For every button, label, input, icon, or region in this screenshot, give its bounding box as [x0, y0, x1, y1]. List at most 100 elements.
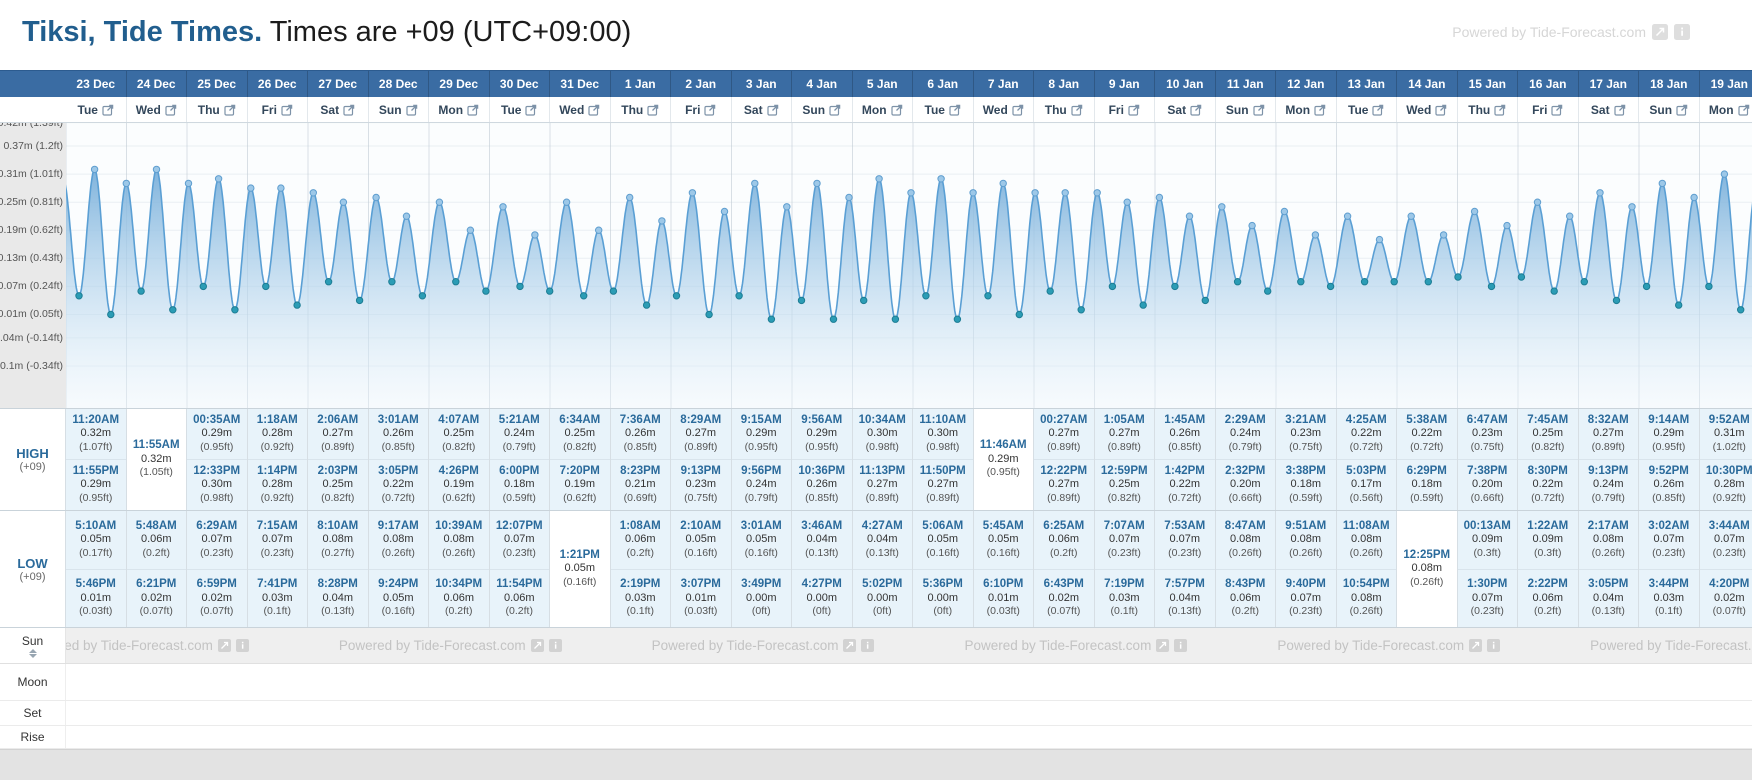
low-tide-marker [293, 301, 301, 309]
tide-time: 6:43PM [1043, 578, 1084, 590]
low-tide-entry: 7:53AM 0.07m (0.23ft) [1155, 511, 1215, 569]
high-tide-day-column: 5:38AM 0.22m (0.72ft) 6:29PM 0.18m (0.59ft) [1397, 409, 1458, 510]
high-tide-day-column: 5:21AM 0.24m (0.79ft) 6:00PM 0.18m (0.59ft) [489, 409, 550, 510]
day-expand-button[interactable]: Sat [732, 97, 792, 122]
tide-height-m: 0.05m [382, 591, 414, 604]
tide-height-m: 0.27m [866, 478, 898, 491]
high-tide-entry: 9:13PM 0.24m (0.79ft) [1578, 459, 1638, 510]
watermark-expand-icon[interactable] [843, 639, 857, 652]
day-expand-button[interactable]: Thu [1458, 97, 1518, 122]
watermark-band: Powered by Tide-Forecast.com Powered by T… [66, 628, 1752, 663]
tide-time: 2:19PM [620, 578, 661, 590]
watermark-expand-icon[interactable] [1156, 639, 1170, 652]
tide-height-m: 0.25m [322, 478, 354, 491]
high-tide-section: HIGH (+09) 11:20AM 0.32m (1.07ft) 11:55PM 0.… [0, 408, 1752, 511]
day-expand-button[interactable]: Wed [1397, 97, 1458, 122]
high-tide-marker [466, 226, 475, 234]
tide-time: 7:38PM [1467, 464, 1508, 477]
tide-height-ft: (0.82ft) [1107, 491, 1141, 504]
day-expand-button[interactable]: Wed [127, 97, 187, 122]
tide-height-m: 0.06m [1229, 591, 1261, 604]
date-header-cell: 18 Jan [1639, 71, 1700, 97]
watermark-expand-icon[interactable] [217, 639, 231, 652]
low-tide-marker [107, 310, 115, 319]
tide-height-m: 0.08m [322, 533, 354, 545]
watermark-info-icon[interactable] [548, 639, 562, 652]
tide-height-m: 0.29m [80, 478, 112, 491]
high-tide-marker [1031, 189, 1039, 197]
day-expand-button[interactable]: Fri [248, 97, 308, 122]
day-expand-button[interactable]: Sun [1639, 97, 1700, 122]
day-expand-button[interactable]: Tue [66, 97, 127, 122]
day-expand-button[interactable]: Wed [550, 97, 611, 122]
watermark-info-icon[interactable] [1487, 639, 1501, 652]
day-expand-button[interactable]: Thu [611, 97, 671, 122]
tide-height-ft: (0.23ft) [1652, 546, 1686, 559]
weekday-label: Mon [1285, 102, 1311, 117]
high-tide-entry: 9:14AM 0.29m (0.95ft) [1639, 409, 1699, 459]
day-expand-button[interactable]: Sat [308, 97, 369, 122]
watermark-info-icon[interactable] [1674, 24, 1690, 40]
high-tide-entry: 11:50PM 0.27m (0.89ft) [913, 459, 973, 510]
date-header-cell: 17 Jan [1579, 71, 1639, 97]
day-expand-button[interactable]: Wed [974, 97, 1034, 122]
high-tide-day-column: 11:20AM 0.32m (1.07ft) 11:55PM 0.29m (0.95ft) [66, 409, 127, 510]
day-expand-button[interactable]: Mon [853, 97, 913, 122]
tide-time: 6:59PM [196, 578, 237, 590]
tide-time: 9:40PM [1285, 578, 1326, 590]
watermark-expand-icon[interactable] [530, 639, 544, 652]
day-expand-button[interactable]: Fri [671, 97, 732, 122]
day-expand-button[interactable]: Thu [187, 97, 248, 122]
watermark-info-icon[interactable] [1174, 639, 1188, 652]
high-tide-day-column: 7:45AM 0.25m (0.82ft) 8:30PM 0.22m (0.72ft) [1518, 409, 1579, 510]
day-expand-button[interactable]: Fri [1518, 97, 1579, 122]
tide-height-m: 0.07m [1169, 533, 1201, 545]
watermark-info-icon[interactable] [235, 639, 249, 652]
date-header-cell: 14 Jan [1397, 71, 1458, 97]
day-expand-button[interactable]: Sun [792, 97, 853, 122]
day-expand-button[interactable]: Tue [490, 97, 550, 122]
low-tide-day-column: 6:25AM 0.06m (0.2ft) 6:43PM 0.02m (0.07ft) [1034, 511, 1095, 627]
day-expand-button[interactable]: Fri [1095, 97, 1155, 122]
day-expand-button[interactable]: Tue [1337, 97, 1397, 122]
tide-time: 8:23PM [620, 464, 661, 477]
watermark-expand-icon[interactable] [1652, 24, 1668, 40]
day-expand-button[interactable]: Sun [1216, 97, 1276, 122]
low-tide-row: 5:10AM 0.05m (0.17ft) 5:46PM 0.01m (0.03ft) 5:… [66, 511, 1752, 627]
day-expand-button[interactable]: Mon [1276, 97, 1337, 122]
tide-time: 7:20PM [559, 464, 600, 477]
sort-arrows-icon[interactable] [28, 648, 37, 658]
low-tide-marker [1297, 278, 1305, 286]
tide-height-m: 0.25m [1108, 478, 1140, 491]
low-tide-marker [262, 282, 270, 291]
low-tide-entry: 8:28PM 0.04m (0.13ft) [308, 568, 368, 627]
day-expand-button[interactable]: Sat [1155, 97, 1216, 122]
day-expand-button[interactable]: Mon [1700, 97, 1752, 122]
watermark-info-icon[interactable] [861, 639, 875, 652]
high-tide-day-column: 4:07AM 0.25m (0.82ft) 4:26PM 0.19m (0.62ft) [429, 409, 490, 510]
high-tide-entry: 2:32PM 0.20m (0.66ft) [1215, 459, 1275, 510]
weekday-label: Tue [924, 102, 945, 117]
tide-height-ft: (0.1ft) [1110, 605, 1138, 617]
watermark-expand-icon[interactable] [1469, 639, 1483, 652]
tide-time: 5:10AM [75, 519, 117, 532]
day-expand-button[interactable]: Mon [429, 97, 490, 122]
high-tide-entry: 3:38PM 0.18m (0.59ft) [1276, 459, 1336, 510]
high-tide-entry: 7:20PM 0.19m (0.62ft) [550, 459, 610, 510]
low-tide-entry: 00:13AM 0.09m (0.3ft) [1457, 511, 1517, 569]
day-expand-button[interactable]: Tue [913, 97, 974, 122]
tide-height-m: 0.29m [806, 427, 838, 440]
day-expand-button[interactable]: Thu [1034, 97, 1095, 122]
tide-time: 6:29PM [1406, 464, 1447, 477]
day-expand-button[interactable]: Sun [369, 97, 429, 122]
high-tide-day-column: 1:18AM 0.28m (0.92ft) 1:14PM 0.28m (0.92ft) [247, 409, 308, 510]
weekday-row-spacer [0, 97, 66, 122]
y-axis-label: 0.37m (1.2ft) [3, 140, 63, 152]
low-tide-marker [735, 292, 743, 300]
day-expand-button[interactable]: Sat [1579, 97, 1639, 122]
sun-row: Sun Powered by Tide-Forecast.comPowered … [0, 628, 1752, 664]
tide-time: 5:45AM [982, 519, 1024, 532]
tide-time: 00:13AM [1463, 519, 1511, 532]
tide-height-ft: (0.03ft) [684, 605, 718, 617]
tide-height-m: 0.32m [140, 452, 172, 465]
